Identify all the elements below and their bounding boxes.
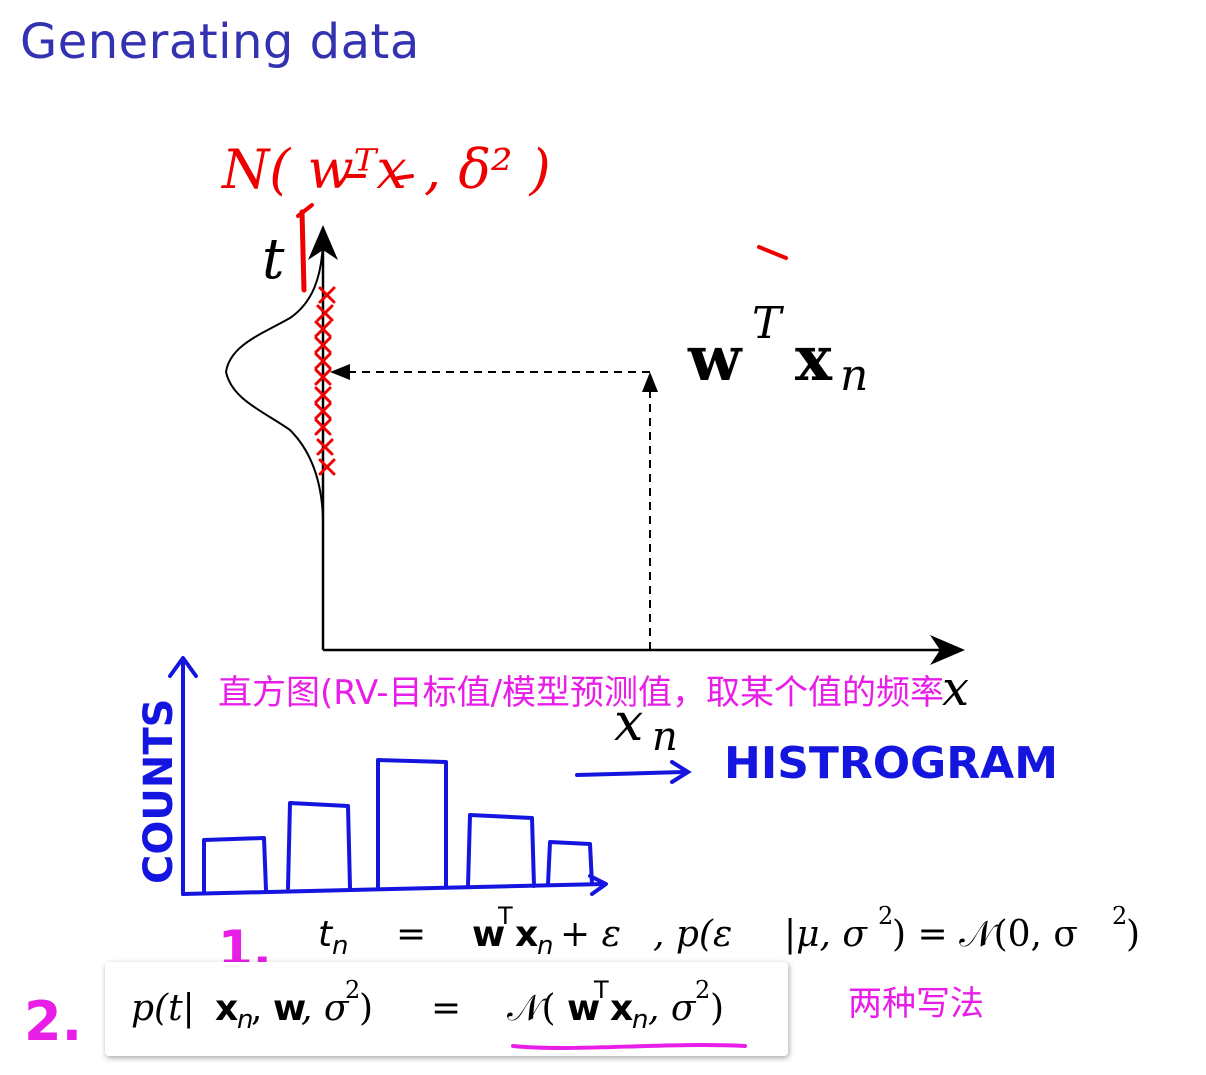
- svg-text:, p(ε: , p(ε: [653, 914, 732, 955]
- wtx-label: w T x n: [687, 298, 868, 401]
- equation-1: t n = w T x n + ε , p(ε |μ, σ 2 ) = 𝒩(0,…: [318, 902, 1140, 961]
- svg-text:n: n: [237, 1005, 253, 1035]
- svg-text:w: w: [273, 988, 306, 1029]
- histogram-label: HISTROGRAM: [724, 738, 1058, 789]
- svg-text:x: x: [795, 322, 833, 395]
- histogram-arrow: [575, 770, 686, 777]
- svg-text:T: T: [593, 976, 609, 1004]
- svg-text:,: ,: [251, 988, 262, 1029]
- red-axis-mark: [299, 209, 307, 293]
- svg-text:T: T: [497, 902, 513, 930]
- svg-text:x: x: [610, 988, 633, 1029]
- svg-text:|μ, σ: |μ, σ: [784, 914, 868, 955]
- svg-text:w: w: [567, 988, 600, 1029]
- svg-text:2: 2: [345, 976, 360, 1004]
- svg-text:p(t|: p(t|: [131, 988, 195, 1029]
- svg-text:+ ε: + ε: [560, 914, 621, 955]
- svg-text:N( wᵀx , δ² ): N( wᵀx , δ² ): [220, 138, 551, 201]
- histogram-sketch: [168, 656, 608, 896]
- svg-text:=: =: [396, 914, 426, 955]
- svg-text:T: T: [752, 298, 785, 349]
- svg-text:n: n: [332, 931, 348, 961]
- svg-text:𝒩(: 𝒩(: [507, 988, 556, 1029]
- histogram-note: 直方图(RV-目标值/模型预测值，取某个值的频率: [218, 673, 944, 713]
- svg-text:w: w: [687, 322, 743, 395]
- equation-2: p(t| x n , w , σ 2 ) = 𝒩( w T x n , σ 2 …: [131, 976, 747, 1050]
- svg-text:n: n: [652, 714, 678, 760]
- svg-text:, σ: , σ: [648, 988, 697, 1029]
- gaussian-curve: [224, 239, 324, 521]
- svg-text:2: 2: [878, 902, 893, 930]
- t-axis-label: t: [262, 227, 285, 292]
- svg-text:): ): [359, 988, 373, 1029]
- svg-text:, σ: , σ: [301, 988, 350, 1029]
- two-ways-note: 两种写法: [848, 984, 984, 1024]
- svg-text:x: x: [515, 914, 538, 955]
- svg-text:x: x: [614, 693, 643, 753]
- svg-text:): ): [1126, 914, 1140, 955]
- marker-2: 2.: [24, 990, 82, 1053]
- svg-text:t: t: [318, 914, 334, 955]
- equation-2-box: p(t| x n , w , σ 2 ) = 𝒩( w T x n , σ 2 …: [105, 962, 788, 1056]
- counts-label: COUNTS: [136, 699, 182, 884]
- slide-title: Generating data: [20, 14, 420, 70]
- svg-text:n: n: [632, 1005, 648, 1035]
- normal-note: N( wᵀx , δ² ): [220, 138, 788, 260]
- sample-crosses: [314, 286, 336, 476]
- svg-text:): ): [710, 988, 724, 1029]
- svg-text:) = 𝒩(0, σ: ) = 𝒩(0, σ: [892, 914, 1078, 955]
- x-axis-label: x: [942, 661, 969, 717]
- svg-text:n: n: [537, 931, 553, 961]
- svg-text:2: 2: [1112, 902, 1127, 930]
- svg-text:2: 2: [695, 976, 710, 1004]
- svg-text:x: x: [215, 988, 238, 1029]
- svg-text:w: w: [472, 914, 505, 955]
- svg-text:=: =: [431, 988, 461, 1029]
- underline-mark: [511, 1043, 747, 1050]
- xn-label: x n: [614, 693, 678, 760]
- svg-text:n: n: [840, 350, 868, 401]
